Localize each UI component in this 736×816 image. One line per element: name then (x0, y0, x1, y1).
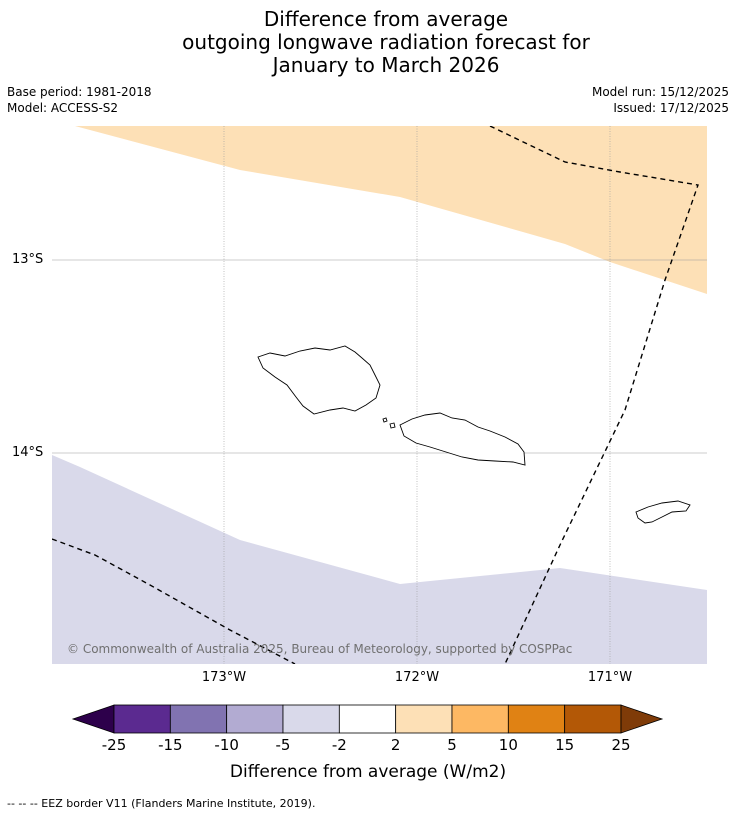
colorbar-title: Difference from average (W/m2) (229, 762, 507, 782)
upolu-island (399, 412, 526, 466)
colorbar-tick-label: -2 (331, 736, 347, 754)
lat-label-13s: 13°S (12, 252, 44, 267)
title-line-3: January to March 2026 (272, 53, 500, 77)
eez-border (52, 126, 699, 664)
eez-footnote: -- -- -- EEZ border V11 (Flanders Marine… (7, 797, 316, 810)
colorbar-tick-label: -25 (101, 736, 127, 754)
positive-anomaly-region (75, 126, 707, 294)
colorbar-segment (451, 704, 509, 734)
savaii-island (257, 345, 381, 415)
colorbar-segment (282, 704, 340, 734)
map-area (52, 126, 707, 664)
issued-date: Issued: 17/12/2025 (613, 101, 729, 115)
colorbar-segment (395, 704, 453, 734)
lon-label-173w: 173°W (201, 670, 247, 685)
title-line-2: outgoing longwave radiation forecast for (182, 30, 590, 54)
apolima-islet (382, 417, 388, 423)
negative-anomaly-region (52, 455, 707, 664)
lon-label-171w: 171°W (587, 670, 633, 685)
colorbar-low-extension (71, 704, 115, 734)
lon-label-172w: 172°W (394, 670, 440, 685)
colorbar-segment (507, 704, 566, 734)
colorbar-tick-label: 25 (611, 736, 631, 754)
title-line-1: Difference from average (263, 7, 509, 31)
copyright-notice: © Commonwealth of Australia 2025, Bureau… (67, 642, 573, 656)
colorbar-tick-label: 10 (498, 736, 518, 754)
model-run: Model run: 15/12/2025 (591, 85, 729, 99)
colorbar-segment (564, 704, 622, 734)
colorbar-high-extension (620, 704, 664, 734)
gridlines (52, 126, 707, 664)
colorbar-segment (226, 704, 284, 734)
colorbar-segment (338, 704, 397, 734)
model-name: Model: ACCESS-S2 (7, 101, 119, 115)
base-period: Base period: 1981-2018 (7, 85, 152, 99)
meta-right: Model run: 15/12/2025 Issued: 17/12/2025 (592, 84, 729, 116)
land-outlines (257, 345, 691, 524)
colorbar-tick-label: -5 (275, 736, 291, 754)
colorbar-segment (169, 704, 228, 734)
colorbar-tick-label: 5 (447, 736, 457, 754)
manono-islet (389, 422, 396, 429)
colorbar-tick-label: 2 (390, 736, 401, 754)
meta-left: Base period: 1981-2018 Model: ACCESS-S2 (7, 84, 152, 116)
colorbar-tick-label: -10 (214, 736, 239, 754)
colorbar (71, 704, 664, 734)
colorbar-tick-label: -15 (158, 736, 183, 754)
colorbar-segment (113, 704, 171, 734)
tutuila-island (635, 500, 691, 524)
map-title: Difference from average outgoing longwav… (0, 8, 736, 77)
colorbar-tick-label: 15 (555, 736, 575, 754)
lat-label-14s: 14°S (12, 445, 44, 460)
